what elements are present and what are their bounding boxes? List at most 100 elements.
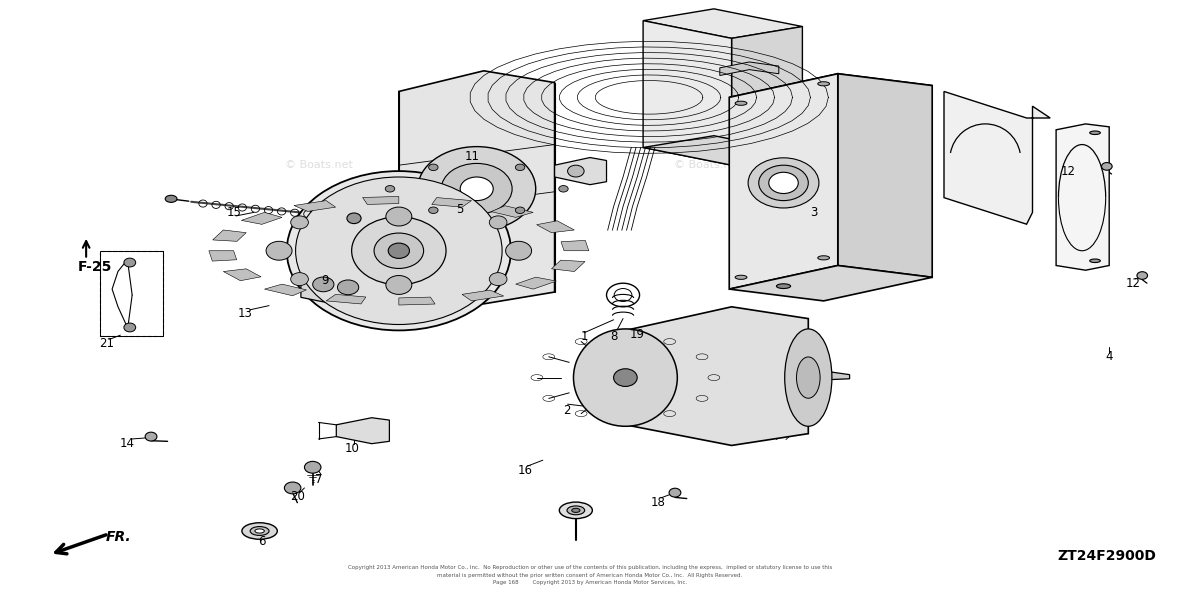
Polygon shape bbox=[643, 136, 802, 165]
Text: FR.: FR. bbox=[106, 530, 132, 544]
Ellipse shape bbox=[796, 357, 820, 398]
Text: 13: 13 bbox=[238, 307, 253, 320]
Ellipse shape bbox=[386, 276, 412, 294]
Text: 12: 12 bbox=[1061, 165, 1075, 178]
Polygon shape bbox=[729, 74, 932, 109]
Ellipse shape bbox=[490, 216, 507, 229]
Polygon shape bbox=[720, 62, 779, 76]
Ellipse shape bbox=[1090, 259, 1100, 263]
Polygon shape bbox=[1056, 124, 1109, 270]
Text: Page 168        Copyright 2013 by American Honda Motor Services, Inc.: Page 168 Copyright 2013 by American Hond… bbox=[493, 580, 687, 585]
Polygon shape bbox=[209, 251, 237, 261]
Text: 2: 2 bbox=[563, 404, 570, 417]
Text: material is permitted without the prior written consent of American Honda Motor : material is permitted without the prior … bbox=[438, 573, 742, 578]
Ellipse shape bbox=[385, 185, 394, 192]
Polygon shape bbox=[399, 297, 435, 305]
Text: 18: 18 bbox=[651, 496, 666, 509]
Text: © Boats.net: © Boats.net bbox=[284, 160, 353, 170]
Ellipse shape bbox=[287, 171, 511, 330]
Ellipse shape bbox=[347, 213, 361, 224]
Polygon shape bbox=[491, 206, 533, 217]
Bar bbox=[100, 251, 163, 336]
Ellipse shape bbox=[516, 164, 525, 171]
Polygon shape bbox=[362, 196, 399, 204]
Text: Copyright 2013 American Honda Motor Co., Inc.  No Reproduction or other use of t: Copyright 2013 American Honda Motor Co.,… bbox=[348, 565, 832, 570]
Polygon shape bbox=[399, 71, 555, 304]
Text: 9: 9 bbox=[321, 274, 328, 287]
Ellipse shape bbox=[776, 284, 791, 289]
Ellipse shape bbox=[165, 195, 177, 202]
Ellipse shape bbox=[818, 82, 830, 86]
Polygon shape bbox=[212, 230, 247, 241]
Ellipse shape bbox=[428, 164, 438, 171]
Ellipse shape bbox=[418, 146, 536, 231]
Ellipse shape bbox=[145, 432, 157, 441]
Ellipse shape bbox=[124, 323, 136, 332]
Ellipse shape bbox=[124, 258, 136, 267]
Ellipse shape bbox=[255, 529, 264, 533]
Polygon shape bbox=[537, 221, 575, 232]
Text: F-25: F-25 bbox=[78, 260, 112, 274]
Ellipse shape bbox=[304, 461, 321, 473]
Ellipse shape bbox=[428, 207, 438, 214]
Polygon shape bbox=[625, 307, 808, 445]
Ellipse shape bbox=[748, 158, 819, 208]
Ellipse shape bbox=[769, 172, 799, 194]
Polygon shape bbox=[432, 198, 472, 207]
Ellipse shape bbox=[284, 482, 301, 494]
Text: 4: 4 bbox=[1106, 350, 1113, 363]
Ellipse shape bbox=[250, 526, 269, 536]
Ellipse shape bbox=[572, 508, 581, 512]
Polygon shape bbox=[732, 27, 802, 165]
Ellipse shape bbox=[290, 216, 308, 229]
Text: 1: 1 bbox=[581, 330, 588, 343]
Polygon shape bbox=[516, 277, 556, 289]
Ellipse shape bbox=[1138, 271, 1148, 279]
Text: 20: 20 bbox=[290, 490, 304, 503]
Text: 5: 5 bbox=[457, 203, 464, 216]
Ellipse shape bbox=[386, 207, 412, 226]
Polygon shape bbox=[944, 91, 1050, 224]
Text: 21: 21 bbox=[99, 337, 113, 350]
Ellipse shape bbox=[614, 369, 637, 386]
Polygon shape bbox=[560, 240, 589, 251]
Ellipse shape bbox=[568, 165, 584, 177]
Ellipse shape bbox=[337, 280, 359, 294]
Polygon shape bbox=[729, 74, 838, 289]
Text: 3: 3 bbox=[811, 206, 818, 219]
Ellipse shape bbox=[735, 101, 747, 105]
Text: 12: 12 bbox=[1126, 277, 1140, 290]
Polygon shape bbox=[555, 158, 607, 185]
Polygon shape bbox=[294, 201, 335, 211]
Polygon shape bbox=[643, 21, 732, 165]
Ellipse shape bbox=[566, 506, 585, 514]
Text: 10: 10 bbox=[345, 442, 359, 455]
Ellipse shape bbox=[559, 502, 592, 519]
Ellipse shape bbox=[505, 241, 531, 260]
Polygon shape bbox=[336, 418, 389, 444]
Ellipse shape bbox=[759, 165, 808, 201]
Ellipse shape bbox=[785, 329, 832, 426]
Polygon shape bbox=[301, 268, 372, 306]
Ellipse shape bbox=[516, 207, 525, 214]
Ellipse shape bbox=[441, 163, 512, 214]
Text: 16: 16 bbox=[518, 464, 532, 477]
Ellipse shape bbox=[818, 256, 830, 260]
Ellipse shape bbox=[669, 489, 681, 497]
Polygon shape bbox=[551, 260, 585, 271]
Text: © Boats.net: © Boats.net bbox=[674, 160, 742, 170]
Text: 11: 11 bbox=[465, 150, 479, 163]
Ellipse shape bbox=[1102, 163, 1112, 170]
Text: ZT24F2900D: ZT24F2900D bbox=[1057, 549, 1156, 563]
Text: 15: 15 bbox=[227, 206, 241, 219]
Ellipse shape bbox=[374, 233, 424, 268]
Polygon shape bbox=[463, 290, 504, 301]
Ellipse shape bbox=[242, 523, 277, 539]
Ellipse shape bbox=[735, 275, 747, 280]
Ellipse shape bbox=[490, 273, 507, 286]
Ellipse shape bbox=[1090, 131, 1100, 135]
Polygon shape bbox=[242, 212, 282, 224]
Polygon shape bbox=[264, 284, 307, 296]
Polygon shape bbox=[643, 9, 802, 38]
Ellipse shape bbox=[266, 241, 293, 260]
